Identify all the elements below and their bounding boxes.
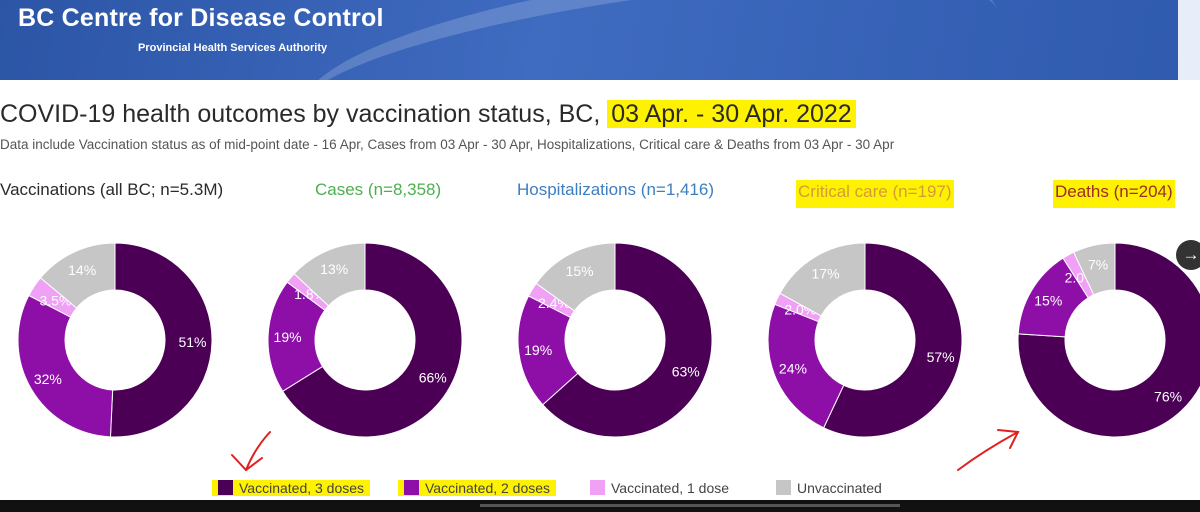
legend-label-2-doses: Vaccinated, 2 doses <box>425 480 551 496</box>
donut-charts: 51%32%3.5%14%66%19%1.8%13%63%19%2.4%15%5… <box>17 242 1200 438</box>
donut-slice-vaccinations-2-doses <box>17 294 114 438</box>
header-swoosh <box>292 0 1008 80</box>
legend-label-1-dose: Vaccinated, 1 dose <box>611 480 730 496</box>
donut-slice-vaccinations-3-doses <box>109 242 213 438</box>
donut-label-hospitalizations-unvaccinated: 15% <box>566 263 594 279</box>
legend-swatch-2-doses <box>404 480 419 495</box>
donut-label-critical-care-unvaccinated: 17% <box>812 265 840 281</box>
legend-label-3-doses: Vaccinated, 3 doses <box>239 480 365 496</box>
header-banner: BC Centre for Disease Control Provincial… <box>0 0 1200 80</box>
page-title-main: COVID-19 health outcomes by vaccination … <box>0 100 601 128</box>
next-arrow-icon[interactable]: → <box>1176 240 1200 270</box>
panel-title-cases: Cases (n=8,358) <box>315 180 442 199</box>
panel-title-critical-care: Critical care (n=197) <box>796 180 954 208</box>
bottom-bar-strip <box>480 504 900 507</box>
donut-slice-vaccinations-unvaccinated <box>39 242 116 309</box>
donut-label-hospitalizations-3-doses: 63% <box>672 364 700 380</box>
donut-label-deaths-2-doses: 15% <box>1034 293 1062 309</box>
donut-slice-critical-care-2-doses <box>767 303 845 429</box>
header-edge <box>1178 0 1200 80</box>
brand-subtitle: Provincial Health Services Authority <box>138 42 328 54</box>
donut-label-cases-3-doses: 66% <box>419 370 447 386</box>
donut-label-vaccinations-unvaccinated: 14% <box>68 262 96 278</box>
donut-slice-deaths-unvaccinated <box>1073 242 1116 296</box>
donut-label-vaccinations-3-doses: 51% <box>178 334 206 350</box>
legend-swatch-unvaccinated <box>776 480 791 495</box>
legend-item-1-dose: Vaccinated, 1 dose <box>590 480 729 496</box>
brand-title: BC Centre for Disease Control <box>18 4 384 32</box>
legend-swatch-3-doses <box>218 480 233 495</box>
donut-slice-critical-care-3-doses <box>823 242 963 438</box>
panel-title-deaths: Deaths (n=204) <box>1053 180 1175 208</box>
donut-label-critical-care-2-doses: 24% <box>779 361 807 377</box>
legend-label-unvaccinated: Unvaccinated <box>797 480 882 496</box>
panel-title-hospitalizations: Hospitalizations (n=1,416) <box>517 180 715 199</box>
page-title: COVID-19 health outcomes by vaccination … <box>0 100 856 129</box>
donut-slice-hospitalizations-unvaccinated <box>535 242 616 312</box>
donut-label-cases-2-doses: 19% <box>274 329 302 345</box>
donut-slice-cases-3-doses <box>281 242 463 438</box>
donut-label-vaccinations-2-doses: 32% <box>34 371 62 387</box>
donut-slice-hospitalizations-3-doses <box>542 242 713 438</box>
donut-label-cases-unvaccinated: 13% <box>320 261 348 277</box>
donut-slice-critical-care-unvaccinated <box>779 242 866 317</box>
legend-swatch-1-dose <box>590 480 605 495</box>
donut-label-hospitalizations-2-doses: 19% <box>524 342 552 358</box>
page-subtitle: Data include Vaccination status as of mi… <box>0 137 895 152</box>
legend-item-2-doses: Vaccinated, 2 doses <box>398 480 557 496</box>
legend: Vaccinated, 3 doses Vaccinated, 2 doses … <box>0 478 1200 502</box>
donut-label-deaths-3-doses: 76% <box>1154 388 1182 404</box>
donut-label-deaths-unvaccinated: 7% <box>1088 256 1108 272</box>
page-title-date-range: 03 Apr. - 30 Apr. 2022 <box>607 100 856 128</box>
legend-item-3-doses: Vaccinated, 3 doses <box>212 480 371 496</box>
legend-item-unvaccinated: Unvaccinated <box>776 480 882 496</box>
donut-slice-deaths-3-doses <box>1017 242 1200 438</box>
donut-slice-cases-unvaccinated <box>293 242 366 307</box>
donut-label-critical-care-3-doses: 57% <box>927 349 955 365</box>
panel-title-vaccinations: Vaccinations (all BC; n=5.3M) <box>0 180 224 199</box>
bottom-bar <box>0 500 1200 512</box>
